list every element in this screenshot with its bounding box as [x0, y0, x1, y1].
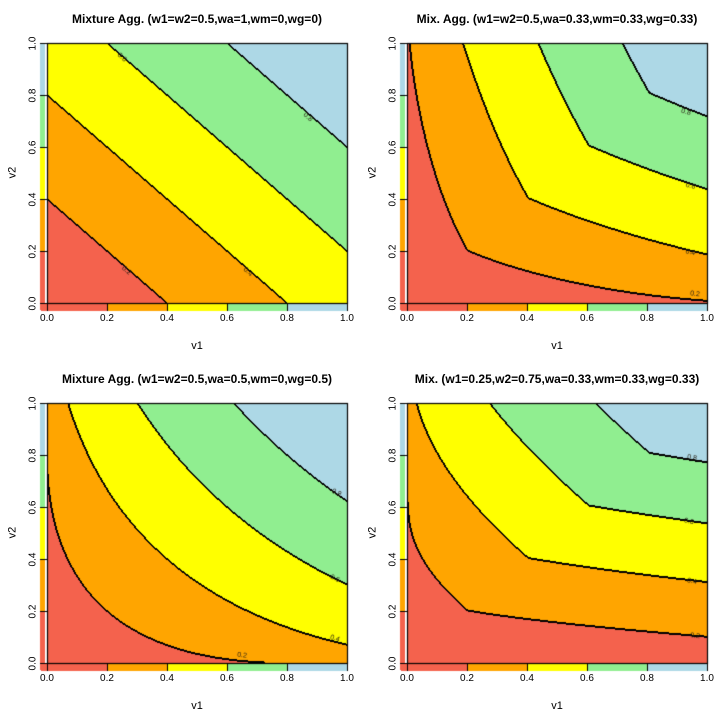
y-tick-label: 0.4 — [387, 552, 399, 567]
y-tick-label: 0.6 — [387, 500, 399, 515]
x-tick-label: 0.8 — [280, 313, 294, 324]
x-tick-label: 0.0 — [400, 673, 414, 684]
x-tick-label: 0.4 — [520, 313, 534, 324]
y-tick-label: 0.2 — [27, 244, 39, 259]
x-tick-label: 1.0 — [700, 313, 714, 324]
contour-plot-canvas — [0, 360, 360, 720]
y-tick-label: 0.6 — [27, 140, 39, 155]
contour-plot-canvas — [360, 0, 720, 360]
panel-bottom-right: Mix. (w1=0.25,w2=0.75,wa=0.33,wm=0.33,wg… — [360, 360, 720, 720]
y-tick-label: 0.0 — [27, 296, 39, 311]
y-tick-label: 0.6 — [387, 140, 399, 155]
y-tick-label: 0.0 — [387, 296, 399, 311]
y-axis-title: v2 — [366, 166, 379, 179]
x-tick-label: 0.8 — [640, 673, 654, 684]
y-axis-title: v2 — [366, 526, 379, 539]
y-tick-label: 0.4 — [387, 192, 399, 207]
x-tick-label: 0.6 — [580, 313, 594, 324]
panel-title: Mix. Agg. (w1=w2=0.5,wa=0.33,wm=0.33,wg=… — [416, 12, 698, 26]
x-tick-label: 0.2 — [460, 673, 474, 684]
y-axis-title: v2 — [6, 166, 19, 179]
x-tick-label: 0.4 — [160, 673, 174, 684]
y-tick-label: 1.0 — [27, 396, 39, 411]
x-axis-title: v1 — [191, 700, 203, 712]
x-tick-label: 0.6 — [220, 313, 234, 324]
x-tick-label: 0.4 — [520, 673, 534, 684]
y-tick-label: 0.0 — [387, 656, 399, 671]
y-tick-label: 0.2 — [27, 604, 39, 619]
x-tick-label: 0.4 — [160, 313, 174, 324]
panel-title: Mixture Agg. (w1=w2=0.5,wa=1,wm=0,wg=0) — [72, 12, 322, 26]
y-tick-label: 0.4 — [27, 552, 39, 567]
contour-plot-canvas — [360, 360, 720, 720]
y-tick-label: 0.2 — [387, 244, 399, 259]
panel-top-left: Mixture Agg. (w1=w2=0.5,wa=1,wm=0,wg=0) … — [0, 0, 360, 360]
y-tick-label: 1.0 — [387, 396, 399, 411]
y-tick-label: 1.0 — [27, 36, 39, 51]
x-axis-title: v1 — [551, 700, 563, 712]
x-axis-title: v1 — [551, 340, 563, 352]
x-tick-label: 0.8 — [280, 673, 294, 684]
y-tick-label: 0.8 — [387, 88, 399, 103]
y-tick-label: 0.4 — [27, 192, 39, 207]
y-tick-label: 0.6 — [27, 500, 39, 515]
y-tick-label: 1.0 — [387, 36, 399, 51]
y-tick-label: 0.8 — [387, 448, 399, 463]
y-axis-title: v2 — [6, 526, 19, 539]
x-tick-label: 0.6 — [580, 673, 594, 684]
x-tick-label: 0.8 — [640, 313, 654, 324]
y-tick-label: 0.8 — [27, 88, 39, 103]
x-tick-label: 0.2 — [100, 673, 114, 684]
panel-top-right: Mix. Agg. (w1=w2=0.5,wa=0.33,wm=0.33,wg=… — [360, 0, 720, 360]
panel-title: Mix. (w1=0.25,w2=0.75,wa=0.33,wm=0.33,wg… — [414, 372, 700, 386]
x-tick-label: 1.0 — [340, 313, 354, 324]
x-tick-label: 0.2 — [100, 313, 114, 324]
y-tick-label: 0.2 — [387, 604, 399, 619]
x-tick-label: 1.0 — [340, 673, 354, 684]
y-tick-label: 0.0 — [27, 656, 39, 671]
x-tick-label: 0.0 — [40, 673, 54, 684]
panel-title: Mixture Agg. (w1=w2=0.5,wa=0.5,wm=0,wg=0… — [62, 372, 332, 386]
panel-bottom-left: Mixture Agg. (w1=w2=0.5,wa=0.5,wm=0,wg=0… — [0, 360, 360, 720]
x-tick-label: 1.0 — [700, 673, 714, 684]
x-tick-label: 0.0 — [40, 313, 54, 324]
x-tick-label: 0.0 — [400, 313, 414, 324]
contour-plot-canvas — [0, 0, 360, 360]
y-tick-label: 0.8 — [27, 448, 39, 463]
x-tick-label: 0.2 — [460, 313, 474, 324]
x-axis-title: v1 — [191, 340, 203, 352]
x-tick-label: 0.6 — [220, 673, 234, 684]
